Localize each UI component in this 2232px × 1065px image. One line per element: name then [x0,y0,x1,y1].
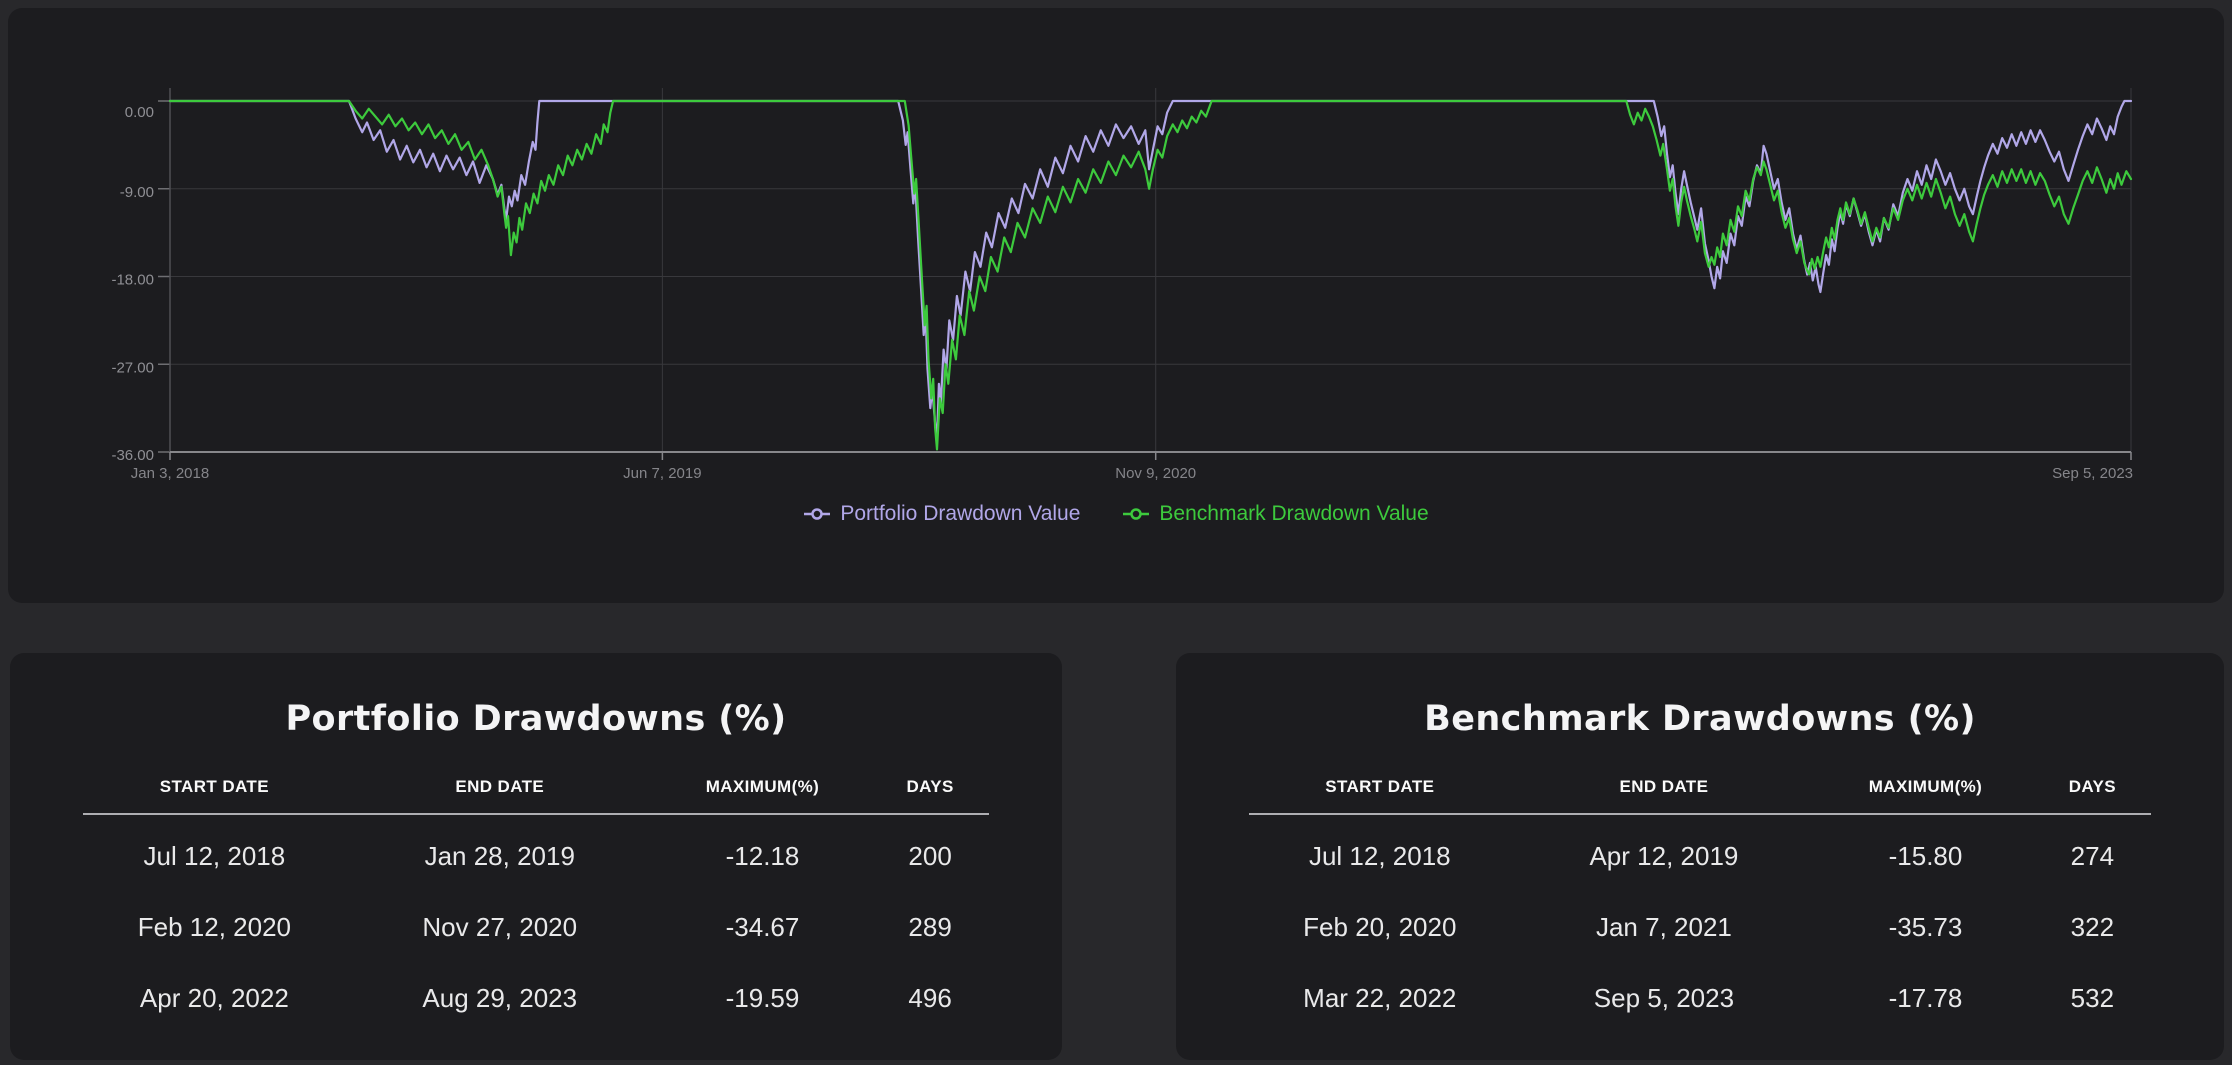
cell-maximum: -17.78 [1888,983,1963,1013]
table-header-row: START DATE END DATE MAXIMUM(%) DAYS [1249,777,2151,815]
x-axis-label: Sep 5, 2023 [2052,465,2133,482]
benchmark-drawdown-line[interactable] [168,99,2133,451]
cell-start-date: Feb 20, 2020 [1303,912,1457,942]
column-header-days: DAYS [2033,777,2151,815]
cell-days: 532 [2070,983,2115,1013]
table-header-row: START DATE END DATE MAXIMUM(%) DAYS [83,777,989,815]
portfolio-drawdown-line[interactable] [168,99,2133,441]
benchmark-drawdowns-table: START DATE END DATE MAXIMUM(%) DAYS Jul 12,… [1249,777,2151,1034]
portfolio-table-title: Portfolio Drawdowns (%) [285,699,787,739]
cell-maximum: -35.73 [1888,912,1963,942]
cell-days: 274 [2070,841,2115,871]
table-row: Feb 20, 2020 Jan 7, 2021 -35.73 322 [1249,892,2151,963]
cell-days: 496 [908,983,952,1013]
cell-end-date: Aug 29, 2023 [422,983,578,1013]
cell-days: 322 [2070,912,2115,942]
table-body: Jul 12, 2018 Apr 12, 2019 -15.80 274 Feb 20,… [1249,814,2151,1034]
y-axis-label: 0.00 [125,104,154,121]
cell-end-date: Jan 28, 2019 [424,841,575,871]
column-header-maximum: MAXIMUM(%) [1817,777,2034,815]
benchmark-table-title: Benchmark Drawdowns (%) [1424,699,1976,739]
cell-end-date: Sep 5, 2023 [1593,983,1735,1013]
cell-start-date: Jul 12, 2018 [143,841,286,871]
column-header-days: DAYS [871,777,989,815]
legend-item-portfolio[interactable]: Portfolio Drawdown Value [803,502,1080,526]
legend-marker-icon [804,508,831,520]
cell-maximum: -19.59 [725,983,800,1013]
drawdown-chart-card: 0.00 -9.00 -18.00 -27.00 -36.00 Jan 3, 2018 Ju… [8,8,2224,603]
table-row: Feb 12, 2020 Nov 27, 2020 -34.67 289 [83,892,989,963]
x-axis-label: Nov 9, 2020 [1115,465,1196,482]
table-row: Jul 12, 2018 Apr 12, 2019 -15.80 274 [1249,814,2151,892]
column-header-start-date: START DATE [1249,777,1511,815]
cell-end-date: Apr 12, 2019 [1589,841,1739,871]
cell-end-date: Jan 7, 2021 [1595,912,1732,942]
header-row: START DATE END DATE MAXIMUM(%) DAYS [1249,777,2151,815]
cell-start-date: Mar 22, 2022 [1303,983,1457,1013]
cell-maximum: -34.67 [725,912,800,942]
x-axis-label: Jun 7, 2019 [623,465,701,482]
legend-item-benchmark[interactable]: Benchmark Drawdown Value [1122,502,1429,526]
cell-days: 200 [908,841,952,871]
legend-circle [811,508,824,520]
y-axis-label: -27.00 [111,359,154,376]
column-header-end-date: END DATE [345,777,654,815]
cell-maximum: -15.80 [1888,841,1963,871]
legend-circle [1130,508,1143,520]
legend-label: Benchmark Drawdown Value [1159,502,1429,525]
table-row: Apr 20, 2022 Aug 29, 2023 -19.59 496 [83,963,989,1034]
column-header-end-date: END DATE [1510,777,1818,815]
y-axis-label: -18.00 [111,272,154,289]
cell-end-date: Nov 27, 2020 [422,912,578,942]
header-row: START DATE END DATE MAXIMUM(%) DAYS [83,777,989,815]
column-header-start-date: START DATE [83,777,346,815]
table-row: Jul 12, 2018 Jan 28, 2019 -12.18 200 [83,814,989,892]
column-header-maximum: MAXIMUM(%) [653,777,872,815]
cell-days: 289 [908,912,952,942]
cell-start-date: Feb 12, 2020 [137,912,291,942]
cell-start-date: Jul 12, 2018 [1308,841,1451,871]
legend-label: Portfolio Drawdown Value [840,502,1081,525]
portfolio-drawdowns-table: START DATE END DATE MAXIMUM(%) DAYS Jul 12,… [83,777,989,1034]
table-row: Mar 22, 2022 Sep 5, 2023 -17.78 532 [1249,963,2151,1034]
y-axis-label: -36.00 [111,447,154,464]
cell-maximum: -12.18 [725,841,800,871]
table-body: Jul 12, 2018 Jan 28, 2019 -12.18 200 Feb 12,… [83,814,989,1034]
cell-start-date: Apr 20, 2022 [139,983,289,1013]
legend-marker-icon [1123,508,1150,520]
chart-legend: Portfolio Drawdown Value Benchmark Drawdo… [8,502,2224,526]
benchmark-drawdowns-card: Benchmark Drawdowns (%) START DATE END DA… [1176,653,2224,1060]
portfolio-drawdowns-card: Portfolio Drawdowns (%) START DATE END DA… [10,653,1062,1060]
x-axis-label: Jan 3, 2018 [131,465,209,482]
y-axis-label: -9.00 [120,184,154,201]
